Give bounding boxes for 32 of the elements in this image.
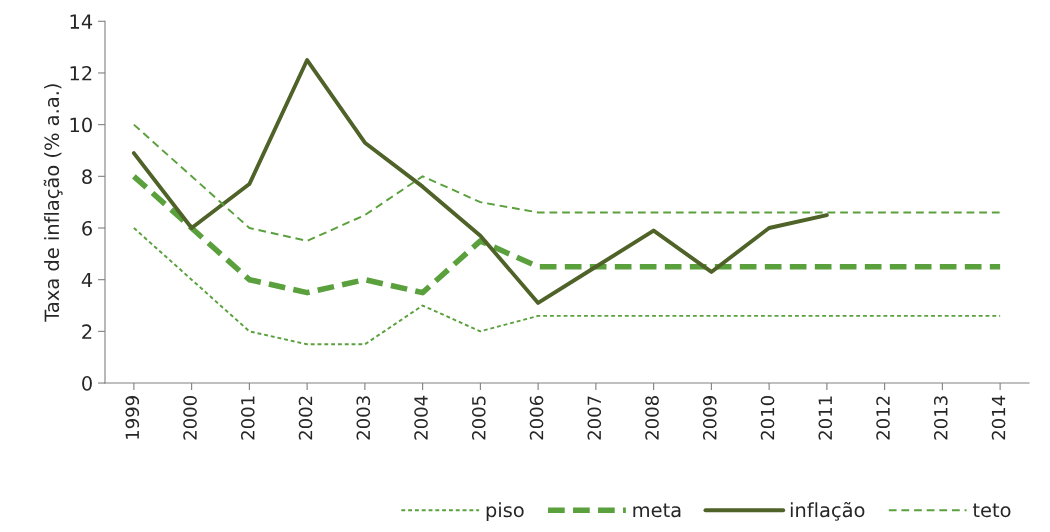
x-tick-label: 2007 [587, 396, 602, 440]
legend-label: teto [972, 503, 1011, 518]
line-series [132, 227, 1002, 346]
x-tick-label: 2002 [298, 396, 313, 440]
y-tick-label: 6 [82, 220, 92, 236]
y-tick-label: 0 [82, 376, 92, 391]
y-tick-label: 8 [82, 169, 92, 184]
y-tick-label: 2 [82, 324, 92, 339]
legend-label: inflação [790, 501, 865, 521]
x-tick-label: 2000 [183, 396, 197, 440]
x-tick-label: 2013 [933, 396, 948, 440]
y-tick-label: 12 [70, 65, 92, 81]
x-tick-label: 2008 [645, 396, 659, 440]
legend-label: piso [486, 502, 524, 522]
x-tick-label: 1999 [125, 396, 140, 439]
x-tick-label: 2004 [414, 395, 428, 440]
y-tick-label: 10 [70, 117, 92, 133]
x-tick-label: 2006 [529, 395, 544, 440]
line-series [132, 123, 1002, 242]
x-tick-label: 2010 [760, 396, 775, 440]
x-tick-label: 2003 [356, 396, 371, 440]
x-tick-label: 2001 [240, 396, 255, 440]
x-tick-label: 2011 [818, 396, 833, 440]
x-tick-label: 2012 [876, 396, 890, 440]
y-axis-title: Taxa de inflação (% a.a.) [43, 84, 63, 322]
legend-label: meta [633, 503, 681, 518]
y-tick-label: 4 [81, 272, 93, 288]
x-tick-label: 2005 [471, 396, 486, 440]
y-tick-label: 14 [70, 14, 93, 29]
line-series [131, 58, 829, 305]
x-tick-label: 2014 [991, 395, 1006, 440]
x-tick-label: 2009 [702, 396, 717, 440]
